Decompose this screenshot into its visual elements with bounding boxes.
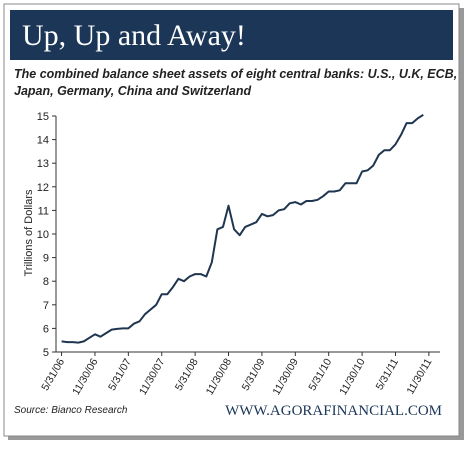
y-tick-label: 8 [43, 276, 49, 288]
subtitle: The combined balance sheet assets of eig… [14, 67, 457, 81]
y-tick-label: 6 [43, 323, 49, 335]
y-axis-label: Trillions of Dollars [23, 189, 35, 277]
y-tick-label: 13 [37, 158, 49, 170]
y-tick-label: 9 [43, 253, 49, 265]
subtitle: Japan, Germany, China and Switzerland [14, 84, 251, 98]
y-tick-label: 12 [37, 182, 49, 194]
line [61, 113, 424, 344]
chart-title: Up, Up and Away! [22, 19, 246, 52]
y-tick-label: 10 [37, 229, 49, 241]
y-tick-label: 7 [43, 300, 49, 312]
y-tick-label: 11 [38, 205, 49, 217]
y-tick-label: 15 [37, 111, 49, 123]
y-tick-label: 14 [37, 135, 49, 147]
source: Source: Bianco Research [14, 405, 128, 416]
y-tick-label: 5 [43, 347, 49, 359]
website: WWW.AGORAFINANCIAL.COM [225, 403, 442, 419]
header [10, 10, 453, 60]
